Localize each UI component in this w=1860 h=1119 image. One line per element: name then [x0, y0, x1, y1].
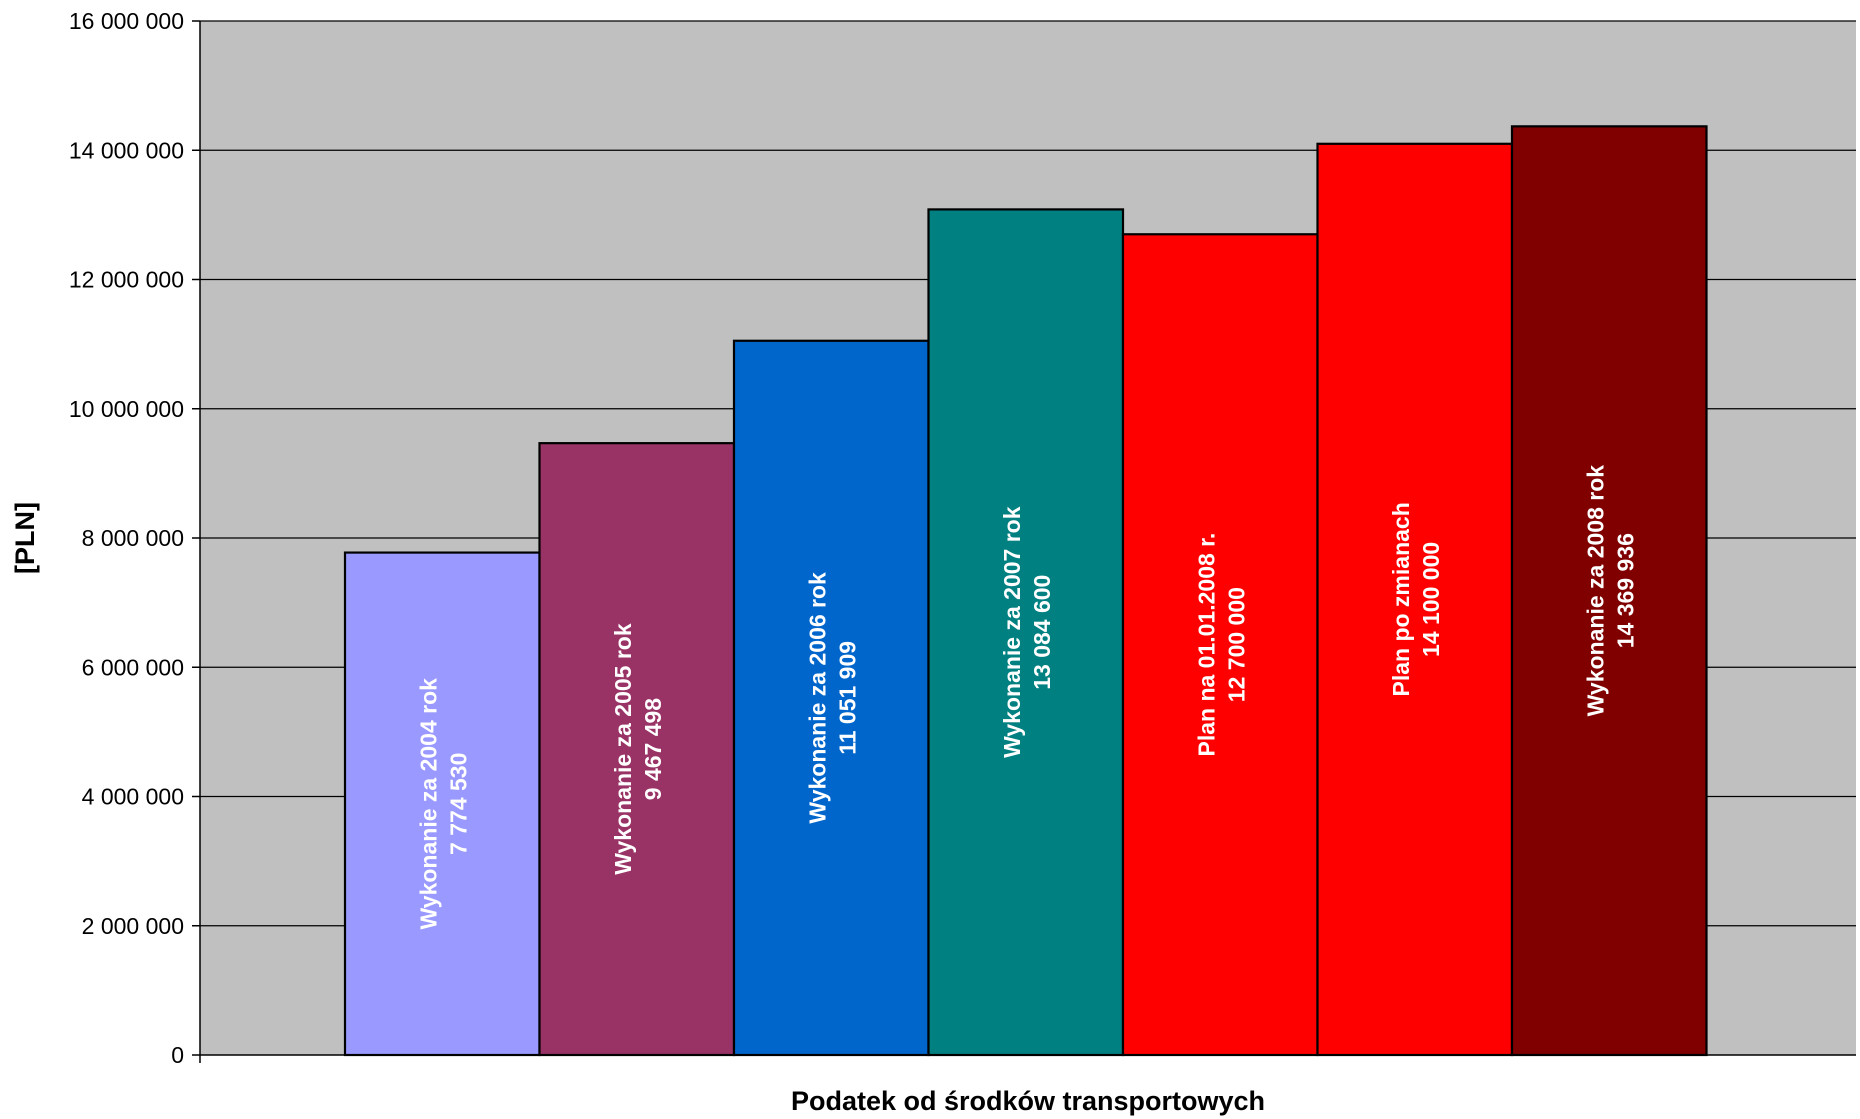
y-tick-label: 2 000 000: [82, 913, 184, 939]
bar-group: Wykonanie za 2008 rok 14 369 936: [1510, 125, 1708, 1057]
bar-label: Wykonanie za 2005 rok 9 467 498: [610, 623, 666, 875]
y-tick-label: 16 000 000: [69, 8, 184, 34]
bar-label-value: 13 084 600: [1029, 575, 1055, 690]
bar-label-value: 14 369 936: [1612, 533, 1638, 648]
bar-label-category: Wykonanie za 2008 rok: [1582, 465, 1608, 717]
bar-label-category: Wykonanie za 2006 rok: [804, 572, 830, 824]
bar: [1510, 125, 1708, 1057]
bar-group: Plan po zmianach 14 100 000: [1316, 142, 1514, 1057]
bar-label-value: 12 700 000: [1223, 587, 1249, 702]
bars: Wykonanie za 2004 rok 7 774 530 Wykonanie …: [343, 125, 1708, 1057]
bar-group: Wykonanie za 2004 rok 7 774 530: [343, 551, 541, 1057]
bar: [1121, 233, 1319, 1057]
bar-label: Wykonanie za 2006 rok 11 051 909: [804, 572, 860, 824]
bar-label: Plan na 01.01.2008 r. 12 700 000: [1193, 533, 1249, 757]
bar-label-category: Wykonanie za 2007 rok: [999, 506, 1025, 758]
bar-label-category: Plan na 01.01.2008 r.: [1193, 533, 1219, 757]
y-tick-label: 4 000 000: [82, 784, 184, 810]
bar-label-category: Plan po zmianach: [1388, 502, 1414, 696]
bar: [1316, 142, 1514, 1057]
y-axis-title: [PLN]: [10, 502, 40, 574]
bar-label-value: 11 051 909: [834, 641, 860, 755]
bar: [538, 442, 736, 1057]
bar-group: Wykonanie za 2005 rok 9 467 498: [538, 442, 736, 1057]
bar: [732, 339, 930, 1057]
y-axis-ticks: 0 2 000 000 4 000 000 6 000 000 8 000 000 10 …: [69, 8, 200, 1068]
y-tick-label: 0: [171, 1042, 184, 1068]
y-tick-label: 14 000 000: [69, 137, 184, 163]
bar-label-category: Wykonanie za 2004 rok: [415, 678, 441, 930]
y-tick-label: 12 000 000: [69, 267, 184, 293]
y-tick-label: 6 000 000: [82, 654, 184, 680]
bar: [343, 551, 541, 1057]
bar-label: Wykonanie za 2008 rok 14 369 936: [1582, 465, 1638, 717]
bar-label-value: 7 774 530: [445, 753, 471, 855]
bar-label: Plan po zmianach 14 100 000: [1388, 502, 1444, 696]
y-tick-label: 8 000 000: [82, 525, 184, 551]
bar-label: Wykonanie za 2007 rok 13 084 600: [999, 506, 1055, 758]
bar-label: Wykonanie za 2004 rok 7 774 530: [415, 678, 471, 930]
bar: [927, 208, 1125, 1057]
x-axis-title: Podatek od środków transportowych: [791, 1086, 1265, 1116]
bar-group: Plan na 01.01.2008 r. 12 700 000: [1121, 233, 1319, 1057]
bar-label-category: Wykonanie za 2005 rok: [610, 623, 636, 875]
bar-group: Wykonanie za 2006 rok 11 051 909: [732, 339, 930, 1057]
bar-group: Wykonanie za 2007 rok 13 084 600: [927, 208, 1125, 1057]
bar-label-value: 9 467 498: [640, 698, 666, 801]
bar-label-value: 14 100 000: [1418, 542, 1444, 657]
y-tick-label: 10 000 000: [69, 396, 184, 422]
